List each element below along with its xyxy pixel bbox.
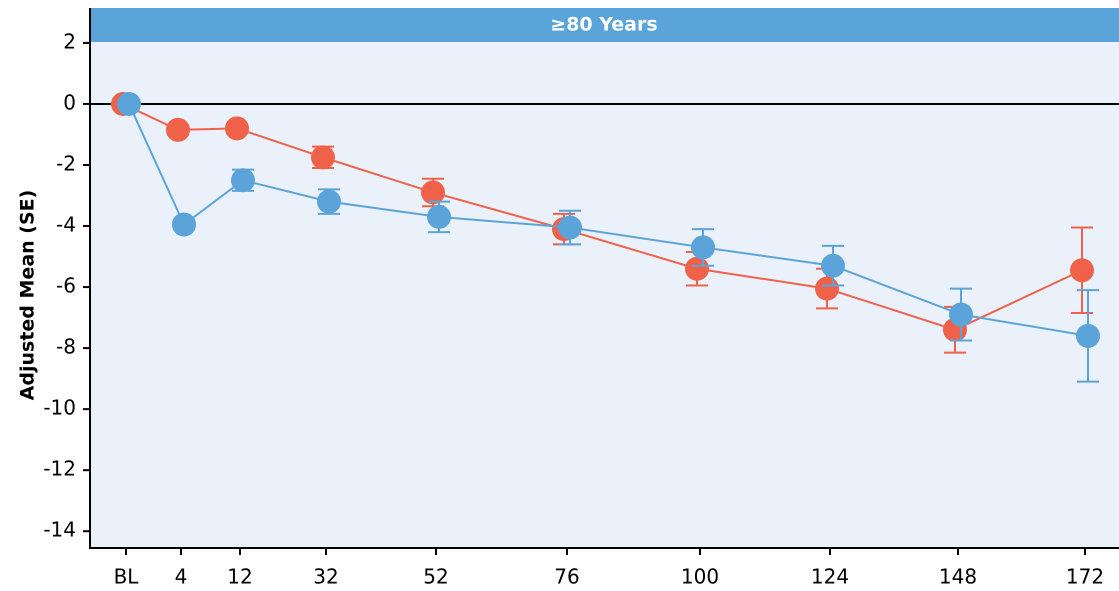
y-tick-label: 0 bbox=[63, 90, 76, 114]
data-point bbox=[225, 116, 249, 141]
data-point bbox=[117, 91, 141, 116]
data-point bbox=[231, 168, 255, 193]
data-point bbox=[172, 212, 196, 237]
x-tick-label: 52 bbox=[423, 565, 448, 589]
y-tick-label: -2 bbox=[56, 151, 76, 175]
data-point bbox=[1070, 258, 1094, 283]
plot-background bbox=[90, 8, 1119, 548]
data-point bbox=[311, 145, 335, 170]
data-point bbox=[317, 189, 341, 214]
x-tick-label: 124 bbox=[811, 565, 849, 589]
x-tick-label: 172 bbox=[1066, 565, 1104, 589]
data-point bbox=[821, 253, 845, 278]
data-point bbox=[685, 256, 709, 281]
x-tick-label: 148 bbox=[939, 565, 977, 589]
data-point bbox=[166, 117, 190, 142]
y-axis-label: Adjusted Mean (SE) bbox=[17, 190, 39, 401]
header-band bbox=[90, 8, 1119, 42]
x-tick-label: BL bbox=[114, 565, 140, 589]
y-tick-label: -12 bbox=[43, 457, 76, 481]
x-tick-label: 4 bbox=[175, 565, 188, 589]
y-tick-label: -8 bbox=[56, 335, 76, 359]
y-tick-label: -6 bbox=[56, 274, 76, 298]
data-point bbox=[427, 204, 451, 229]
y-tick-label: -14 bbox=[43, 518, 76, 542]
data-point bbox=[691, 235, 715, 260]
chart-title: ≥80 Years bbox=[550, 14, 657, 36]
data-point bbox=[421, 180, 445, 205]
series-line bbox=[122, 103, 1083, 331]
x-tick-label: 100 bbox=[681, 565, 719, 589]
data-point bbox=[949, 302, 973, 327]
x-tick-label: 76 bbox=[554, 565, 579, 589]
data-point bbox=[1076, 323, 1100, 348]
y-tick-label: -10 bbox=[43, 396, 76, 420]
x-tick-label: 12 bbox=[227, 565, 252, 589]
data-point bbox=[815, 276, 839, 301]
y-tick-label: -4 bbox=[56, 213, 76, 237]
y-tick-label: 2 bbox=[63, 29, 76, 53]
data-point bbox=[558, 215, 582, 240]
x-tick-label: 32 bbox=[313, 565, 338, 589]
series-line bbox=[128, 103, 1089, 337]
